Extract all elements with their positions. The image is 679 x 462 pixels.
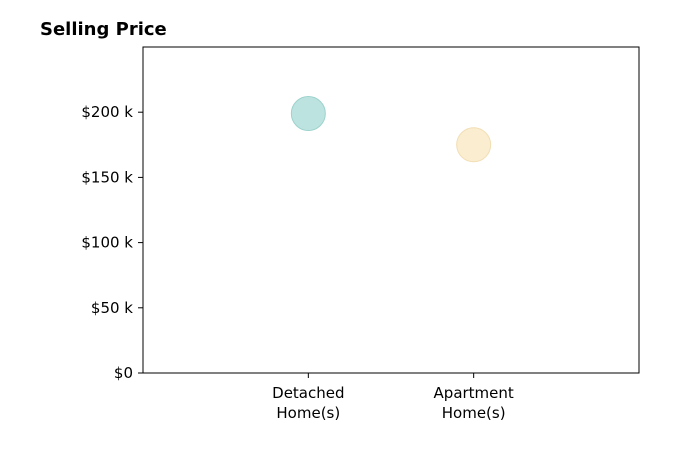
x-tick-label: Apartment Home(s)	[434, 384, 514, 422]
y-tick-label: $150 k	[81, 168, 133, 186]
chart-title: Selling Price	[40, 19, 167, 40]
y-tick-label: $50 k	[91, 299, 133, 317]
x-tick-label: Detached Home(s)	[272, 384, 344, 422]
plot-area-frame	[142, 46, 640, 374]
y-tick-label: $100 k	[81, 234, 133, 252]
data-points	[290, 96, 492, 163]
y-axis: $0 $50 k $100 k $150 k $200 k	[81, 103, 143, 382]
x-axis: Detached Home(s) Apartment Home(s)	[272, 373, 514, 422]
y-tick-label: $0	[114, 364, 133, 382]
data-point	[290, 96, 326, 132]
data-point	[456, 127, 492, 163]
y-tick-label: $200 k	[81, 103, 133, 121]
